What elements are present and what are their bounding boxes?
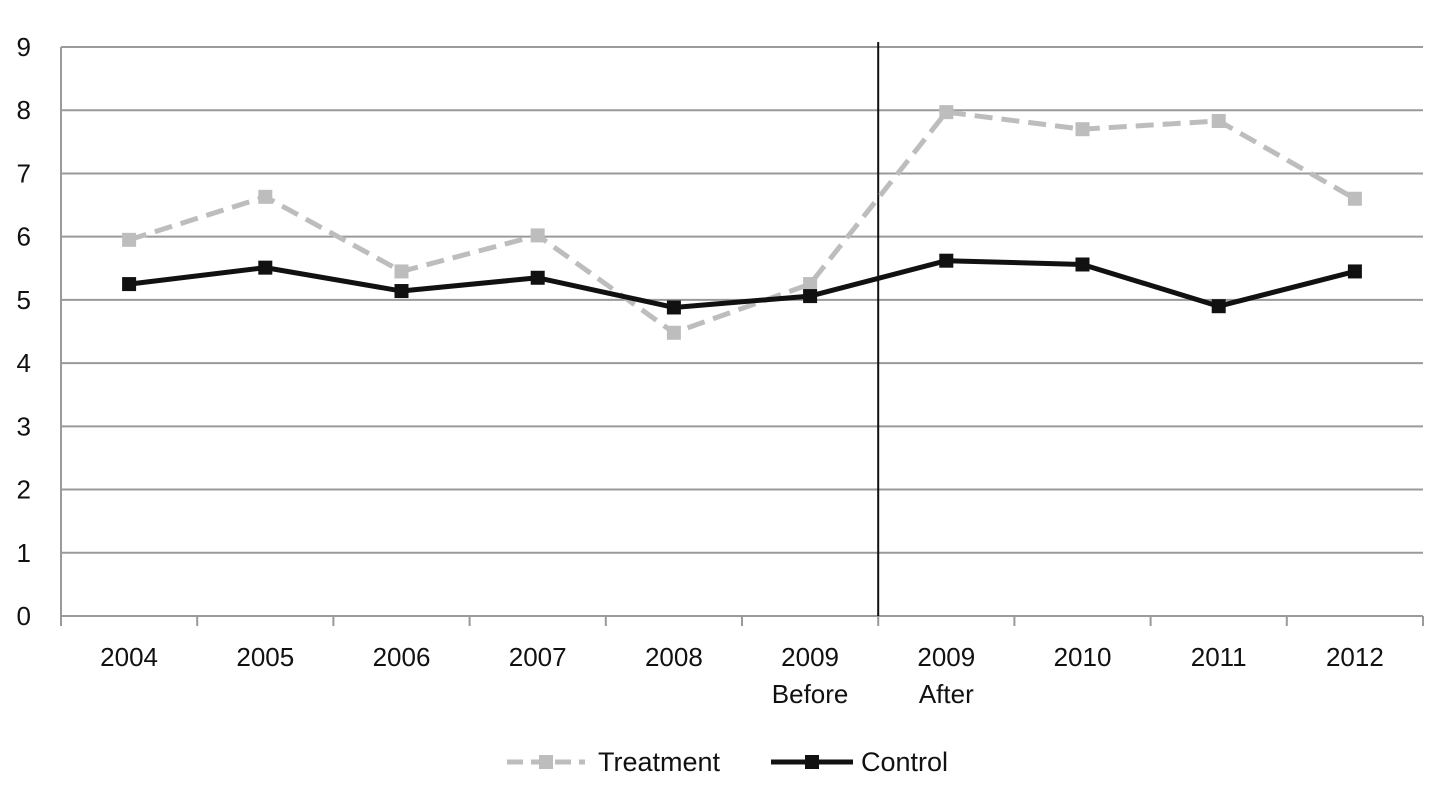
x-tick-label-9: 2012 xyxy=(1326,642,1384,672)
data-point-control-9 xyxy=(1347,264,1362,279)
data-point-control-7 xyxy=(1075,257,1090,272)
data-point-control-0 xyxy=(122,277,137,292)
x-tick-label-3: 2007 xyxy=(509,642,567,672)
y-tick-label-9: 9 xyxy=(17,32,31,62)
x-tick-label-8: 2011 xyxy=(1191,642,1247,672)
legend-label-control: Control xyxy=(861,747,948,777)
series-line-control xyxy=(128,258,1356,310)
data-point-treatment-1 xyxy=(258,189,273,204)
y-tick-label-4: 4 xyxy=(17,348,31,378)
legend-label-treatment: Treatment xyxy=(598,747,721,777)
data-point-treatment-7 xyxy=(1075,122,1090,137)
y-tick-label-1: 1 xyxy=(17,538,31,568)
data-point-treatment-3 xyxy=(530,228,545,243)
data-point-treatment-8 xyxy=(1211,113,1226,128)
legend-marker-treatment xyxy=(539,755,553,769)
y-tick-label-2: 2 xyxy=(17,475,31,505)
x-tick-label-7: 2010 xyxy=(1054,642,1112,672)
data-point-control-2 xyxy=(394,284,409,299)
data-point-treatment-0 xyxy=(122,232,137,247)
series-line-treatment xyxy=(128,109,1357,336)
x-tick-label-6: 2009 xyxy=(917,642,975,672)
data-point-treatment-6 xyxy=(939,105,954,120)
y-tick-label-5: 5 xyxy=(17,285,31,315)
data-point-control-6 xyxy=(939,253,954,268)
x-tick-label-2: 2006 xyxy=(373,642,431,672)
x-tick-label-6-line2: After xyxy=(919,679,974,709)
legend-marker-control xyxy=(805,755,819,769)
y-tick-label-8: 8 xyxy=(17,95,31,125)
x-tick-label-0: 2004 xyxy=(100,642,158,672)
x-tick-label-1: 2005 xyxy=(236,642,294,672)
data-point-control-3 xyxy=(530,270,545,285)
x-tick-label-5: 2009 xyxy=(781,642,839,672)
data-point-control-5 xyxy=(803,289,818,304)
y-tick-label-7: 7 xyxy=(17,158,31,188)
data-point-control-4 xyxy=(666,300,681,315)
data-point-treatment-5 xyxy=(803,277,818,292)
data-point-control-8 xyxy=(1211,299,1226,314)
data-point-treatment-9 xyxy=(1347,191,1362,206)
data-point-treatment-4 xyxy=(666,325,681,340)
y-tick-label-6: 6 xyxy=(17,222,31,252)
y-tick-label-3: 3 xyxy=(17,411,31,441)
y-tick-label-0: 0 xyxy=(17,601,31,631)
x-tick-label-5-line2: Before xyxy=(772,679,849,709)
data-point-treatment-2 xyxy=(394,264,409,279)
data-point-control-1 xyxy=(258,260,273,275)
x-tick-label-4: 2008 xyxy=(645,642,703,672)
